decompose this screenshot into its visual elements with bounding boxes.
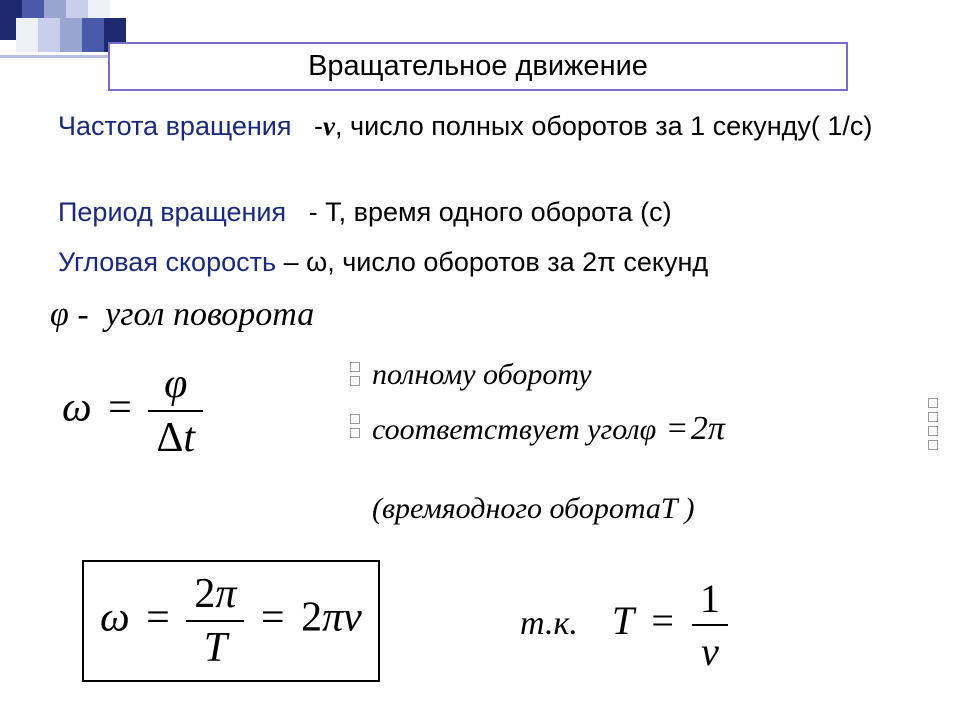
freq-term: Частота вращения xyxy=(58,111,292,141)
omega-fraction: φ Δt xyxy=(148,360,203,462)
angular-term: Угловая скорость xyxy=(58,247,276,277)
annot-phi: φ xyxy=(640,413,657,446)
freq-desc: , число полных оборотов за 1 секунду( 1/… xyxy=(335,111,872,141)
omega-num: φ xyxy=(148,360,203,408)
phi-symbol: φ xyxy=(50,296,69,333)
placeholder-square xyxy=(350,362,360,372)
page-title: Вращательное движение xyxy=(108,42,848,91)
boxed-den: T xyxy=(186,624,244,672)
nu-symbol: ν xyxy=(323,111,335,141)
placeholder-square xyxy=(928,426,938,436)
angular-desc: , число оборотов за 2π секунд xyxy=(327,247,708,277)
annot-twopi: 2π xyxy=(691,410,725,447)
phi-dash: - xyxy=(77,296,88,333)
annot-line2a: соответствует угол xyxy=(372,413,640,446)
annot-line3: (времяодного оборотаT ) xyxy=(372,492,695,526)
def-period: Период вращения - T, время одного оборот… xyxy=(58,194,920,230)
boxed-eq2: = xyxy=(261,595,285,641)
phi-label: угол поворота xyxy=(105,296,314,333)
def-angular: Угловая скорость – ω, число оборотов за … xyxy=(58,244,920,280)
tk-lhs: T xyxy=(612,598,634,643)
placeholder-square xyxy=(350,376,360,386)
period-symbol: T xyxy=(325,197,339,227)
tk-num: 1 xyxy=(692,575,728,622)
annot-line2: соответствует уголφ =2π xyxy=(372,410,725,448)
omega-lhs: ω xyxy=(62,385,92,431)
annot-line1: полному обороту xyxy=(372,358,725,392)
tk-den: ν xyxy=(692,628,728,675)
omega-eq: = xyxy=(108,385,132,431)
boxed-fraction: 2π T xyxy=(186,570,244,672)
tk-label: т.к. xyxy=(520,605,578,642)
boxed-lhs: ω xyxy=(100,595,130,641)
angular-symbol: ω xyxy=(306,247,327,277)
annotation-block: полному обороту соответствует уголφ =2π xyxy=(372,358,725,448)
tk-fraction: 1 ν xyxy=(692,575,728,675)
placeholder-square xyxy=(928,398,938,408)
placeholder-square xyxy=(350,414,360,424)
placeholder-square xyxy=(928,440,938,450)
omega-boxed-formula: ω = 2π T = 2πν xyxy=(82,560,380,682)
title-text: Вращательное движение xyxy=(308,50,648,82)
boxed-eq1: = xyxy=(146,595,170,641)
omega-definition-formula: ω = φ Δt xyxy=(62,360,203,462)
def-frequency: Частота вращения -ν, число полных оборот… xyxy=(58,108,920,144)
placeholder-square xyxy=(350,428,360,438)
period-desc: , время одного оборота (с) xyxy=(339,197,672,227)
tk-formula: т.к. T = 1 ν xyxy=(520,575,728,675)
annot-eq: = xyxy=(668,410,687,447)
phi-definition: φ - угол поворота xyxy=(50,296,314,334)
period-term: Период вращения xyxy=(58,197,286,227)
placeholder-square xyxy=(928,412,938,422)
tk-eq: = xyxy=(651,598,674,643)
